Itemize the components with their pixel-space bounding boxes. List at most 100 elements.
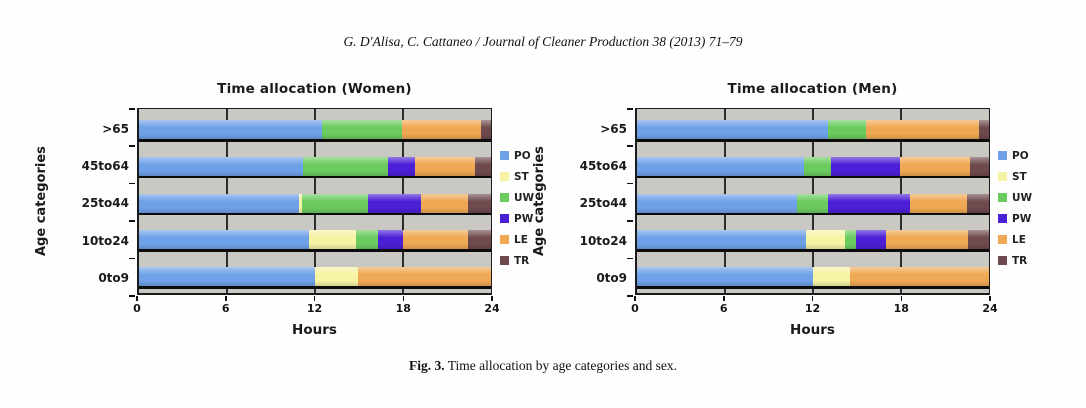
bar-baseline (139, 139, 491, 142)
x-axis-tick (402, 296, 404, 301)
y-axis-tick (627, 257, 633, 260)
legend-label: LE (514, 233, 528, 246)
x-tick-label: 12 (804, 302, 821, 315)
bar-segment-st (309, 230, 357, 250)
category-band (139, 256, 491, 293)
y-axis-tick (129, 220, 135, 222)
bar-segment-le (849, 267, 989, 287)
legend-swatch-icon (500, 151, 509, 160)
legend-swatch-icon (998, 172, 1007, 181)
y-category-label: >65 (600, 121, 627, 136)
legend-swatch-icon (500, 235, 509, 244)
y-category-label: 45to64 (579, 158, 627, 173)
bar-segment-uw (827, 120, 866, 139)
bar-segment-uw (796, 193, 828, 213)
caption-label: Fig. 3. (408, 358, 445, 373)
bar-segment-uw (322, 120, 402, 139)
bar-segment-le (865, 120, 979, 139)
x-tick-label: 6 (719, 302, 728, 315)
caption-text: Time allocation by age categories and se… (447, 358, 678, 373)
bar-segment-le (401, 120, 481, 139)
legend-label: ST (1012, 170, 1027, 183)
y-category-label: 0to9 (596, 271, 627, 286)
bar-baseline (637, 286, 989, 289)
bar-segment-po (637, 267, 813, 287)
y-axis-tick (129, 257, 135, 260)
y-axis-tick (129, 108, 135, 110)
legend-swatch-icon (500, 214, 509, 223)
x-tick-label: 18 (395, 302, 411, 315)
bar-segment-le (420, 193, 468, 213)
bar-segment-st (813, 267, 850, 287)
bar-segment-po (637, 230, 806, 250)
bar-segment-tr (467, 230, 491, 250)
bar-baseline (637, 175, 989, 179)
chart-women: Time allocation (Women) Age categories H… (30, 75, 545, 355)
bar-segment-po (139, 120, 323, 139)
legend-swatch-icon (998, 235, 1007, 244)
x-tick-label: 0 (631, 302, 639, 315)
y-axis-tick (129, 295, 135, 297)
x-axis-tick (811, 296, 814, 301)
stacked-bar (637, 193, 989, 213)
y-axis-tick (627, 145, 633, 147)
legend-item: LE (998, 229, 1032, 250)
legend-swatch-icon (998, 214, 1007, 223)
bar-baseline (139, 175, 491, 179)
y-category-label: 45to64 (81, 158, 129, 173)
y-category-label: 25to44 (81, 196, 129, 211)
legend-swatch-icon (998, 151, 1007, 160)
bar-segment-po (637, 156, 805, 176)
y-axis-tick (627, 182, 633, 185)
bar-baseline (139, 212, 491, 216)
bar-segment-pw (367, 193, 421, 213)
bar-segment-tr (978, 120, 989, 139)
stacked-bar (139, 267, 491, 287)
bar-segment-po (637, 120, 828, 139)
bar-baseline (139, 249, 491, 252)
x-axis-tick (225, 296, 227, 301)
legend-swatch-icon (998, 193, 1007, 202)
bar-segment-uw (301, 193, 368, 213)
legend-item: PW (998, 208, 1032, 229)
legend-item: UW (500, 187, 534, 208)
legend-swatch-icon (500, 193, 509, 202)
legend-label: PO (514, 149, 531, 162)
legend-label: TR (1012, 254, 1028, 267)
x-axis-title: Hours (790, 322, 835, 338)
bar-segment-pw (388, 156, 415, 176)
bar-segment-po (139, 230, 310, 250)
category-band (637, 183, 989, 220)
x-tick-label: 0 (133, 302, 141, 315)
plot-area (635, 108, 990, 295)
x-tick-label: 6 (221, 302, 230, 315)
chart-title: Time allocation (Women) (217, 81, 412, 97)
bar-segment-tr (480, 120, 491, 139)
legend-item: LE (500, 229, 534, 250)
legend-label: PO (1012, 149, 1029, 162)
bar-segment-pw (827, 193, 910, 213)
bar-baseline (637, 249, 989, 252)
bar-segment-le (414, 156, 475, 176)
bar-segment-le (357, 267, 491, 287)
bar-segment-pw (378, 230, 403, 250)
legend-swatch-icon (998, 256, 1007, 265)
legend-label: TR (514, 254, 530, 267)
legend-label: UW (1012, 191, 1033, 204)
bar-segment-uw (845, 230, 856, 250)
legend-item: ST (998, 166, 1032, 187)
y-category-label: 0to9 (98, 271, 129, 286)
bar-segment-le (909, 193, 967, 213)
category-band (637, 146, 989, 183)
y-axis-tick (129, 182, 135, 185)
bar-segment-pw (855, 230, 887, 250)
stacked-bar (139, 230, 491, 250)
y-axis-tick (627, 220, 633, 222)
x-axis-tick (900, 296, 902, 301)
bar-segment-le (899, 156, 970, 176)
stacked-bar (637, 230, 989, 250)
bar-baseline (139, 286, 491, 289)
stacked-bar (637, 156, 989, 176)
x-axis-tick (136, 296, 138, 301)
bar-baseline (637, 212, 989, 216)
